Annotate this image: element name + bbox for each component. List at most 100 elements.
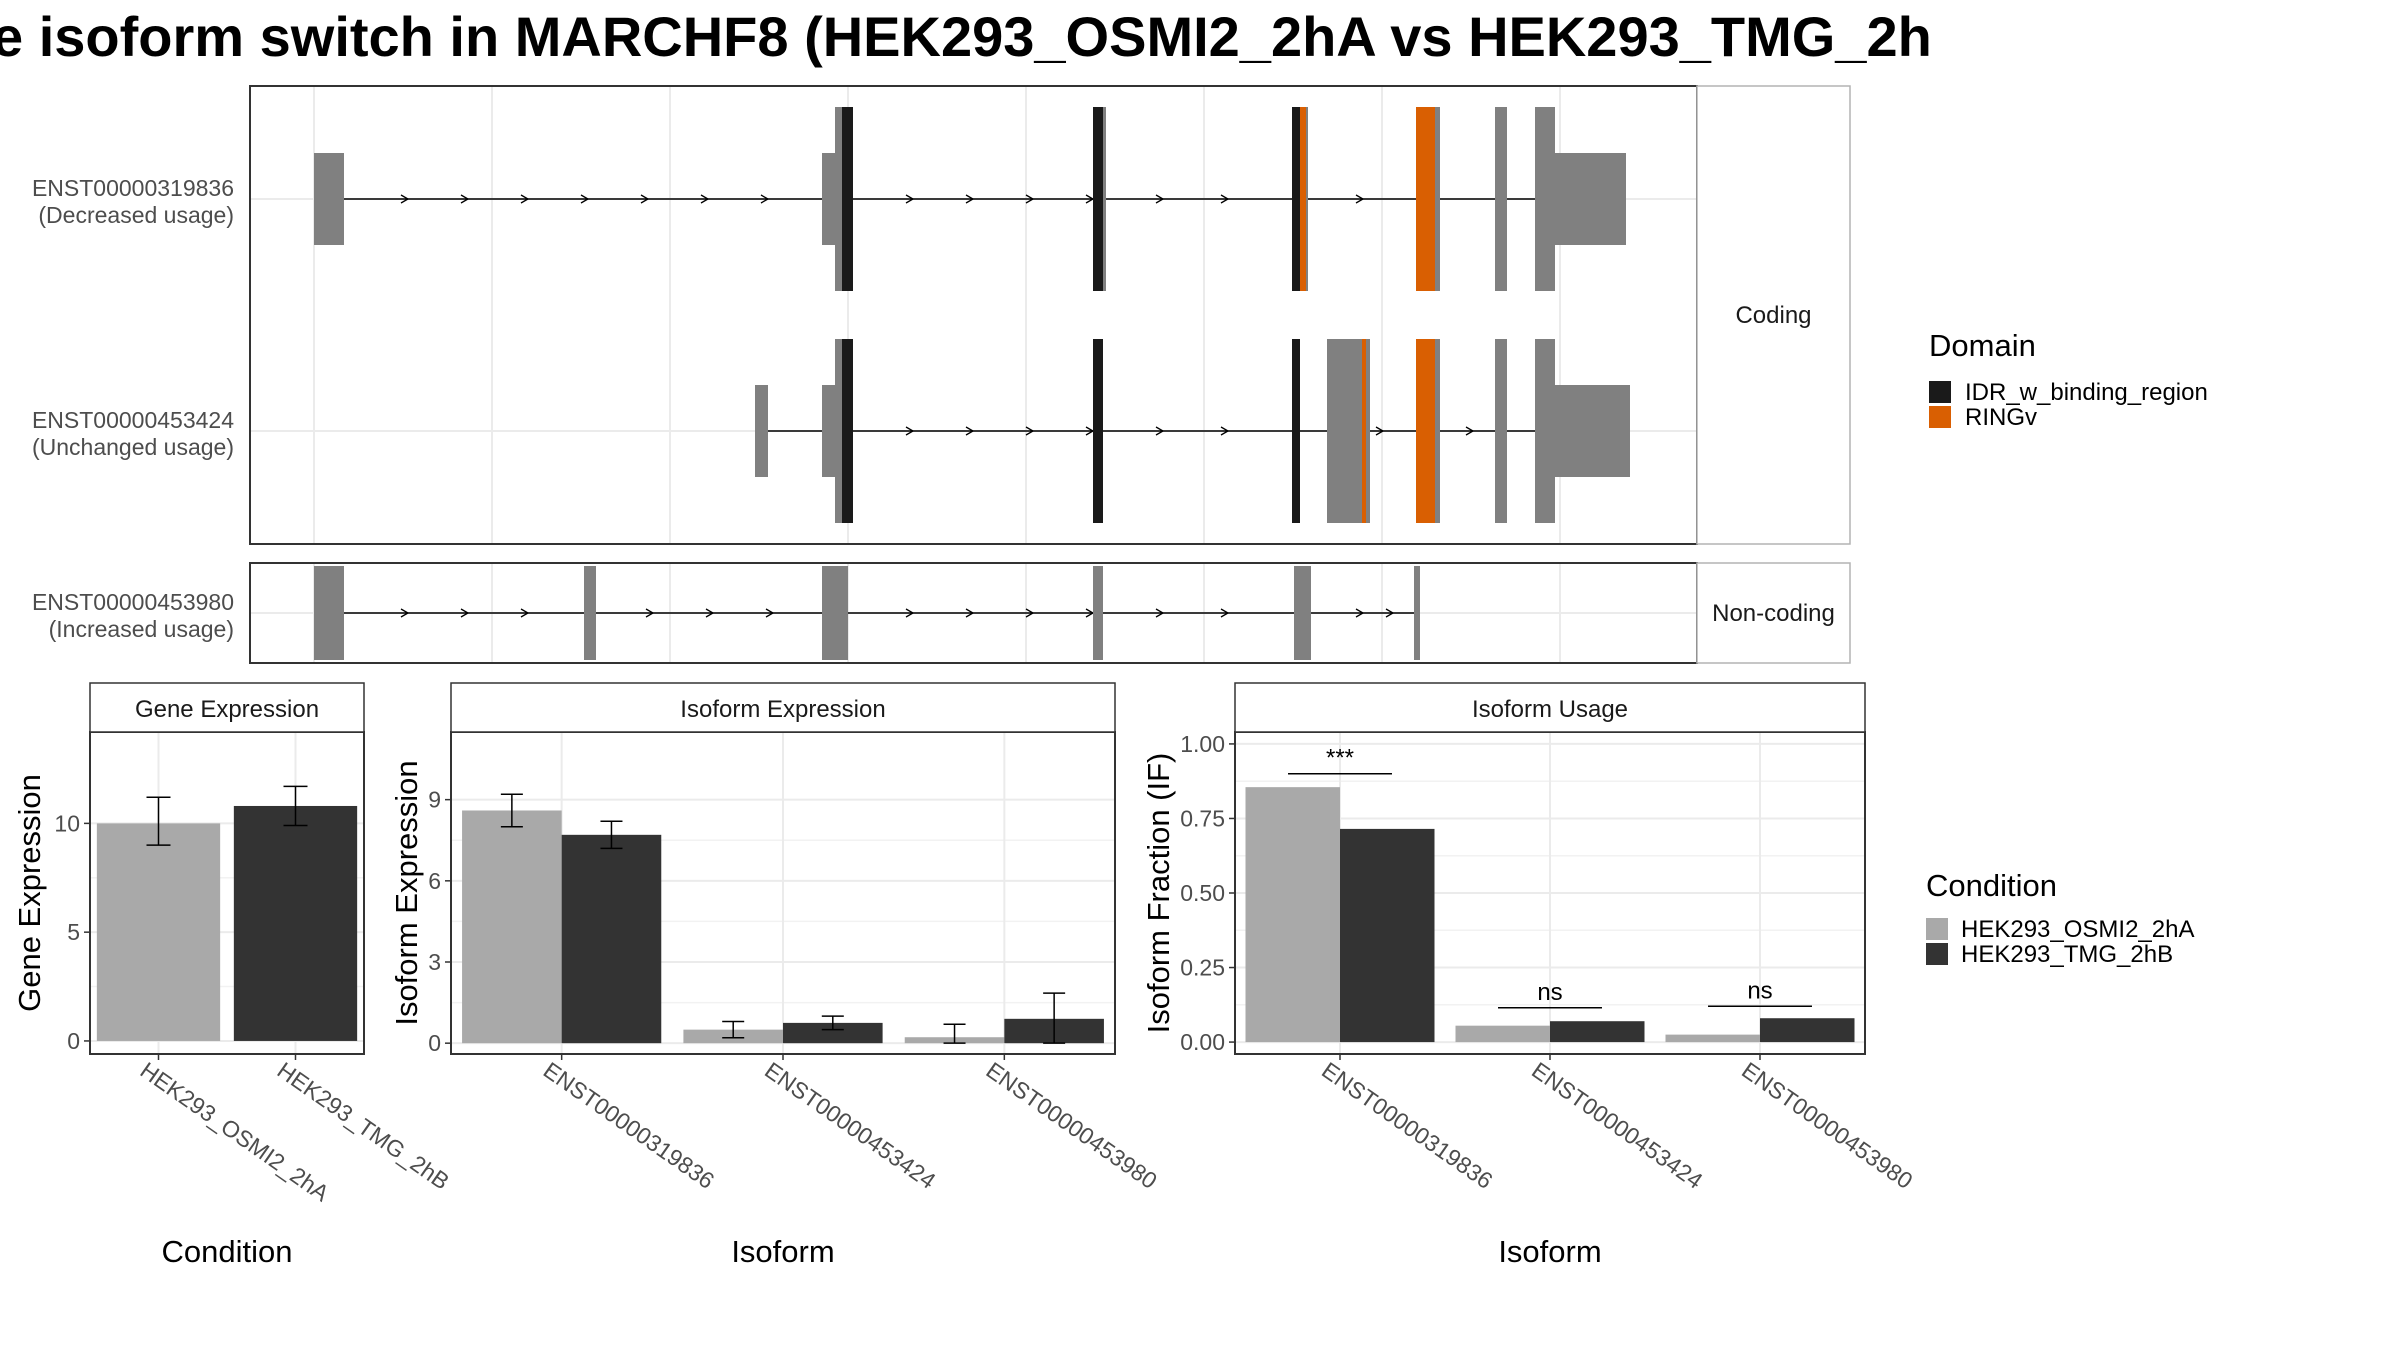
x-tick-label: ENST00000319836 xyxy=(539,1057,719,1194)
transcript-usage-label: (Decreased usage) xyxy=(38,202,234,228)
intron-direction-arrow xyxy=(700,194,710,204)
intron-direction-arrow xyxy=(1220,608,1230,618)
bar xyxy=(1550,1021,1645,1043)
intron-direction-arrow xyxy=(905,608,915,618)
transcript-structure-panel: ENST00000319836(Decreased usage) ENST0000… xyxy=(32,85,1851,664)
exon-block xyxy=(1555,153,1626,245)
domain-legend-label-idr: IDR_w_binding_region xyxy=(1965,379,2208,406)
condition-legend: Condition HEK293_OSMI2_2hA HEK293_TMG_2h… xyxy=(1926,868,2194,968)
y-tick-label: 0 xyxy=(67,1028,80,1054)
intron-direction-arrow xyxy=(965,194,975,204)
exon-block xyxy=(1414,566,1420,660)
chart-title: Gene Expression xyxy=(135,696,319,723)
bar xyxy=(561,834,662,1044)
significance-label: ns xyxy=(1537,979,1562,1006)
facet-strip-label: Coding xyxy=(1735,302,1811,329)
intron-direction-arrow xyxy=(520,608,530,618)
intron-direction-arrow xyxy=(905,426,915,436)
x-axis-label: Isoform xyxy=(731,1234,834,1269)
y-tick-label: 0 xyxy=(428,1030,441,1056)
chart-title: Isoform Expression xyxy=(680,696,885,723)
intron-direction-arrow xyxy=(1355,194,1365,204)
transcript-panel-background xyxy=(250,86,1697,544)
facet-strip xyxy=(1696,562,1851,664)
intron-direction-arrow xyxy=(645,608,655,618)
bar xyxy=(96,823,221,1041)
bar xyxy=(1455,1025,1550,1043)
exon-block xyxy=(1294,566,1311,660)
exon-block xyxy=(1495,339,1507,523)
x-tick-label: ENST00000453424 xyxy=(760,1057,941,1194)
domain-legend-swatch-idr xyxy=(1929,381,1951,403)
facet-strip xyxy=(1696,85,1851,545)
y-tick-label: 5 xyxy=(67,919,80,945)
exon-block xyxy=(835,339,845,523)
x-tick-label: ENST00000453980 xyxy=(981,1057,1161,1194)
y-tick-label: 9 xyxy=(428,787,441,813)
x-tick-label: ENST00000453980 xyxy=(1737,1057,1917,1194)
condition-legend-swatch-b xyxy=(1926,943,1948,965)
transcript-usage-label: (Increased usage) xyxy=(49,616,234,642)
intron-direction-arrow xyxy=(1025,426,1035,436)
domain-idr-block xyxy=(1292,339,1300,523)
y-tick-label: 10 xyxy=(54,810,80,836)
y-tick-label: 6 xyxy=(428,868,441,894)
intron-direction-arrow xyxy=(760,194,770,204)
transcript-ENST00000453980 xyxy=(314,566,1420,660)
intron-direction-arrow xyxy=(1375,426,1385,436)
bar xyxy=(462,810,562,1044)
transcript-facet-non-coding: ENST00000453980(Increased usage) Non-codi… xyxy=(32,562,1851,664)
y-tick-label: 3 xyxy=(428,949,441,975)
exon-block xyxy=(1093,566,1103,660)
y-tick-label: 0.75 xyxy=(1180,805,1225,831)
exon-block xyxy=(314,153,344,245)
bar xyxy=(783,1022,883,1044)
domain-ringv-block xyxy=(1416,339,1435,523)
chart-title: Isoform Usage xyxy=(1472,696,1628,723)
exon-block xyxy=(1535,107,1555,291)
intron-direction-arrow xyxy=(520,194,530,204)
intron-direction-arrow xyxy=(640,194,650,204)
transcript-id-label: ENST00000453980 xyxy=(32,589,234,615)
intron-direction-arrow xyxy=(460,194,470,204)
exon-block xyxy=(1555,385,1630,477)
exon-block xyxy=(314,566,344,660)
exon-block xyxy=(584,566,596,660)
domain-ringv-block xyxy=(1362,339,1366,523)
intron-direction-arrow xyxy=(1155,194,1165,204)
exon-block xyxy=(822,566,848,660)
bar xyxy=(1340,828,1435,1043)
x-tick-label: ENST00000453424 xyxy=(1527,1057,1708,1194)
transcript-id-label: ENST00000319836 xyxy=(32,175,234,201)
chart-title-strip xyxy=(89,682,365,733)
exon-block xyxy=(1495,107,1507,291)
chart-isoform-usage: 0.00 0.25 0.50 0.75 1.00 *** ns ns Isoform Usage… xyxy=(1141,682,1918,1269)
significance-label: *** xyxy=(1326,745,1354,772)
intron-direction-arrow xyxy=(765,608,775,618)
intron-direction-arrow xyxy=(1355,608,1365,618)
intron-direction-arrow xyxy=(460,608,470,618)
chart-title-strip xyxy=(450,682,1116,733)
transcript-id-label: ENST00000453424 xyxy=(32,407,234,433)
y-tick-label: 1.00 xyxy=(1180,731,1225,757)
exon-block xyxy=(822,153,835,245)
intron-direction-arrow xyxy=(580,194,590,204)
domain-legend-title: Domain xyxy=(1929,328,2036,363)
bar xyxy=(233,805,358,1041)
chart-isoform-expression: 0 3 6 9 Isoform Expression ENST00000319836 ENS… xyxy=(389,682,1162,1269)
domain-idr-block xyxy=(842,339,853,523)
transcript-facet-coding: ENST00000319836(Decreased usage) ENST0000… xyxy=(32,85,1851,545)
bar xyxy=(1760,1018,1855,1043)
exon-block xyxy=(1535,339,1555,523)
domain-idr-block xyxy=(842,107,853,291)
facet-strip-label: Non-coding xyxy=(1712,600,1835,627)
exon-block xyxy=(835,107,845,291)
intron-direction-arrow xyxy=(1155,426,1165,436)
intron-direction-arrow xyxy=(1385,608,1395,618)
transcript-ENST00000453424 xyxy=(755,339,1630,523)
y-axis-label: Isoform Fraction (IF) xyxy=(1141,753,1176,1034)
domain-idr-block xyxy=(1093,107,1103,291)
bar xyxy=(1665,1034,1760,1043)
x-axis-label: Isoform xyxy=(1498,1234,1601,1269)
